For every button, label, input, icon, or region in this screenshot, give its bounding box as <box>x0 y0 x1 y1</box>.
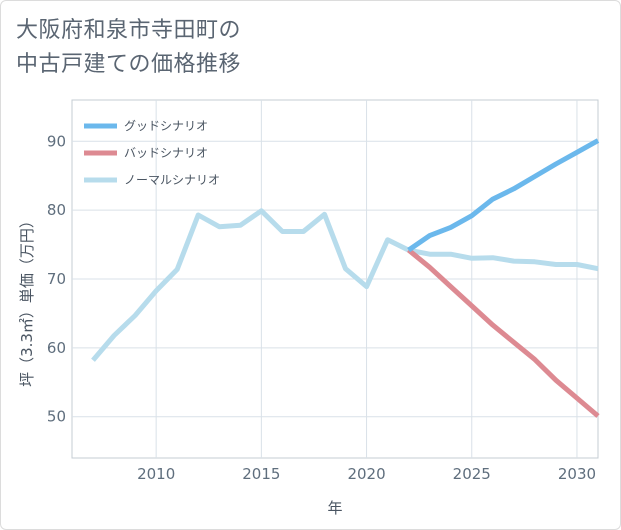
x-tick-label-2030: 2030 <box>558 465 596 483</box>
legend-label-bad: バッドシナリオ <box>124 146 208 160</box>
x-axis-title: 年 <box>327 499 342 517</box>
y-tick-label-50: 50 <box>47 408 66 426</box>
x-tick-label-2020: 2020 <box>347 465 385 483</box>
x-tick-label-2025: 2025 <box>453 465 491 483</box>
chart-title: 大阪府和泉市寺田町の 中古戸建ての価格推移 <box>16 14 241 82</box>
x-tick-labels: 2010 2015 2020 2025 2030 <box>137 465 596 483</box>
chart-title-line-2: 中古戸建ての価格推移 <box>16 52 242 77</box>
x-tick-label-2015: 2015 <box>242 465 280 483</box>
y-tick-label-80: 80 <box>47 201 66 219</box>
series-line-bad <box>407 248 600 418</box>
y-tick-label-60: 60 <box>47 339 66 357</box>
series-line-good <box>407 138 600 253</box>
grid-lines <box>72 100 598 458</box>
x-tick-label-2010: 2010 <box>137 465 175 483</box>
series-line-normal <box>91 208 599 362</box>
chart-title-line-1: 大阪府和泉市寺田町の <box>16 18 242 43</box>
y-tick-labels: 50 60 70 80 90 <box>47 132 66 425</box>
y-axis-title: 坪（3.3㎡）単価（万円） <box>18 213 36 387</box>
y-tick-label-70: 70 <box>47 270 66 288</box>
y-tick-label-90: 90 <box>47 132 66 150</box>
series-lines <box>91 138 600 418</box>
legend-label-good: グッドシナリオ <box>124 119 208 133</box>
legend-label-normal: ノーマルシナリオ <box>124 173 220 187</box>
